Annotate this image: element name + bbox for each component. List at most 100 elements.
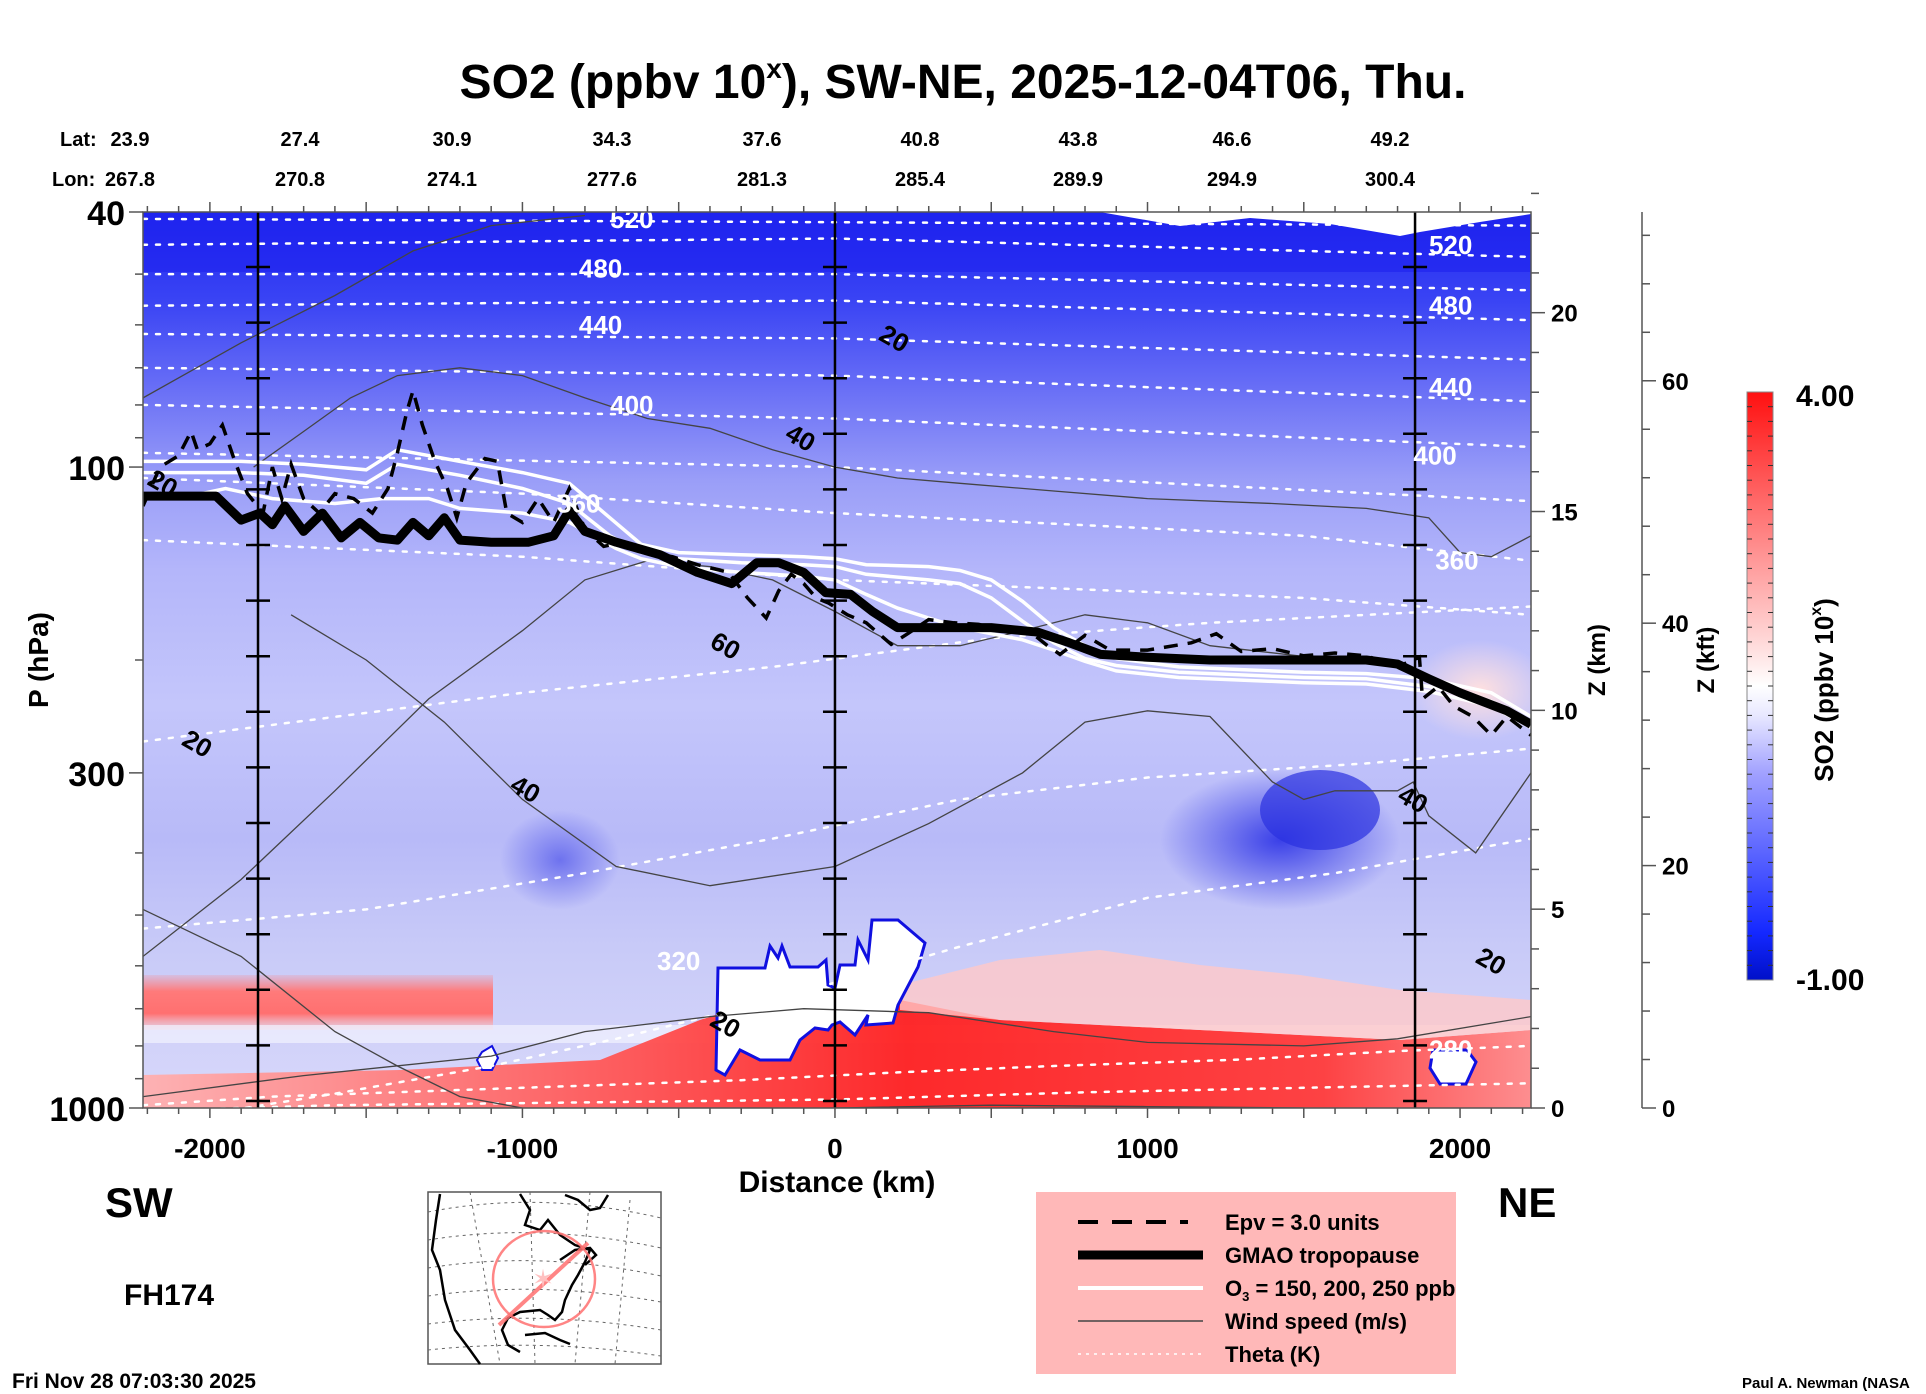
x-tick-label: -1000 [487,1133,559,1164]
theta-line [143,1044,1531,1107]
z-km-tick-label: 5 [1551,897,1564,924]
legend-background [1036,1192,1456,1374]
forecast-hour-label: FH174 [124,1279,214,1312]
legend: Epv = 3.0 units GMAO tropopause O3 = 150… [1036,1192,1456,1374]
so2-field-low-blob [1260,770,1380,850]
lat-label: Lat: [60,129,97,151]
lon-value: 281.3 [737,169,787,191]
map-range-circle [491,1229,597,1329]
theta-line [143,605,1531,743]
sw-direction-label: SW [105,1179,173,1226]
theta-label: 520 [1429,230,1472,260]
timestamp: Fri Nov 28 07:03:30 2025 [12,1370,256,1393]
colorbar-label: SO2 (ppbv 10x) [1808,598,1839,782]
y-tick-label: 100 [68,450,125,488]
lon-value: 274.1 [427,169,477,191]
z-km-axis: 0 5 10 15 20 [1531,192,1578,1123]
lat-value: 43.8 [1059,129,1098,151]
epv-line [143,384,1531,738]
x-axis: -2000 -1000 0 1000 2000 [146,202,1524,1164]
tropopause-line [143,491,1531,729]
theta-label: 400 [1413,441,1456,471]
theta-label: 320 [657,946,700,976]
legend-ozone-label: O3 = 150, 200, 250 ppb [1225,1276,1455,1304]
lat-value: 30.9 [433,129,472,151]
lat-value: 46.6 [1213,129,1252,151]
colorbar-min-label: -1.00 [1796,964,1864,997]
z-kft-tick-label: 60 [1662,369,1689,396]
wind-speed-line [143,908,1304,1108]
lat-value: 37.6 [743,129,782,151]
so2-field-red-mid [900,950,1531,1040]
map-inset-frame [427,1191,662,1365]
z-km-tick-label: 0 [1551,1096,1564,1123]
theta-label: 360 [557,489,600,519]
so2-field-low-blob [500,810,620,910]
so2-field-red-bottom [143,1000,1531,1108]
theta-label: 400 [610,390,653,420]
theta-label: 480 [1429,291,1472,321]
theta-line [143,217,1531,227]
lon-value: 277.6 [587,169,637,191]
z-kft-tick-label: 0 [1662,1096,1675,1123]
z-kft-axis: 0 20 40 60 [1641,212,1689,1123]
z-kft-tick-label: 40 [1662,611,1689,638]
lat-value: 40.8 [901,129,940,151]
map-section-line [497,1241,590,1327]
credit: Paul A. Newman (NASA [1742,1375,1910,1392]
lon-value: 285.4 [895,169,946,191]
so2-field-pink-patch [1410,640,1531,740]
colorbar-ticks [1747,406,1773,966]
theta-label: 480 [579,253,622,283]
ozone-line [143,447,1531,719]
so2-missing-region [714,918,927,1078]
map-coastlines [430,1193,610,1365]
wind-speed-line [290,614,1531,887]
lon-value: 294.9 [1207,169,1257,191]
colorbar: 4.00 -1.00 SO2 (ppbv 10x) [1746,380,1864,997]
lon-value: 270.8 [275,169,325,191]
z-km-tick-label: 20 [1551,301,1578,328]
legend-epv-label: Epv = 3.0 units [1225,1210,1380,1235]
z-kft-tick-label: 20 [1662,854,1689,881]
z-km-tick-label: 15 [1551,500,1578,527]
theta-label: 520 [610,204,653,234]
legend-wind-label: Wind speed (m/s) [1225,1309,1407,1334]
z-km-axis-label: Z (km) [1584,624,1611,696]
x-tick-label: 0 [827,1133,843,1164]
theta-label: 360 [1435,546,1478,576]
y-axis: 40 100 300 1000 [49,195,143,1129]
colorbar-max-label: 4.00 [1796,380,1854,413]
lon-label: Lon: [52,169,95,191]
lon-value: 267.8 [105,169,155,191]
so2-missing-region [475,1044,500,1071]
tropopause-line-path [143,491,1531,729]
y-tick-label: 1000 [49,1091,125,1129]
z-km-tick-label: 10 [1551,698,1578,725]
y-axis-label: P (hPa) [23,612,54,708]
so2-missing-region [1428,1048,1478,1086]
lat-value: 34.3 [593,129,632,151]
x-axis-label: Distance (km) [739,1166,936,1199]
theta-line [143,747,1531,930]
lat-value: 27.4 [281,129,321,151]
wind-speed-line [143,1008,1531,1098]
x-tick-label: 1000 [1116,1133,1178,1164]
map-graticule [427,1191,662,1365]
theta-line [236,837,1531,1108]
wind-speed-line [143,560,1367,957]
theta-label: 440 [1429,372,1472,402]
lon-value: 300.4 [1365,169,1416,191]
legend-tropopause-label: GMAO tropopause [1225,1243,1419,1268]
lat-lon-header: Lat: Lon: 23.9 27.4 30.9 34.3 37.6 40.8 43.8 46.6… [52,129,1416,191]
map-inset: ✶ [427,1191,662,1365]
theta-label: 280 [1429,1034,1472,1064]
epv-line-path [143,384,1531,738]
map-center-marker-icon: ✶ [532,1264,554,1294]
x-tick-label: -2000 [174,1133,246,1164]
y-tick-label: 40 [87,195,125,233]
theta-label: 440 [579,310,622,340]
chart-title: SO2 (ppbv 10x), SW-NE, 2025-12-04T06, Th… [460,53,1467,109]
lon-value: 289.9 [1053,169,1103,191]
